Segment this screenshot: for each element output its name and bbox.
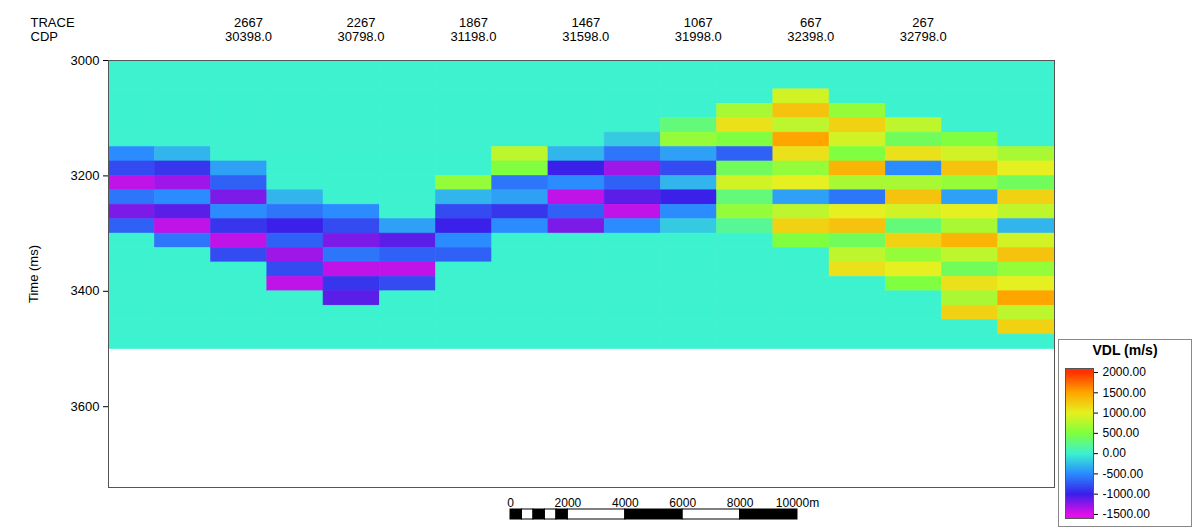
svg-text:2667: 2667: [234, 15, 263, 30]
svg-text:CDP: CDP: [31, 29, 58, 44]
svg-text:267: 267: [912, 15, 934, 30]
svg-text:-500.00: -500.00: [1103, 467, 1144, 481]
svg-text:-1500.00: -1500.00: [1103, 507, 1151, 521]
svg-text:32798.0: 32798.0: [900, 29, 947, 44]
svg-text:1000.00: 1000.00: [1103, 406, 1147, 420]
svg-text:10000m: 10000m: [776, 496, 819, 510]
svg-text:30798.0: 30798.0: [337, 29, 384, 44]
svg-text:1467: 1467: [571, 15, 600, 30]
svg-text:3200: 3200: [71, 168, 100, 183]
svg-text:2000: 2000: [555, 496, 582, 510]
svg-text:6000: 6000: [669, 496, 696, 510]
svg-text:30398.0: 30398.0: [225, 29, 272, 44]
svg-text:3400: 3400: [71, 283, 100, 298]
svg-text:3600: 3600: [71, 399, 100, 414]
svg-text:1067: 1067: [684, 15, 713, 30]
svg-text:8000: 8000: [727, 496, 754, 510]
svg-text:1867: 1867: [459, 15, 488, 30]
svg-text:0: 0: [507, 496, 514, 510]
svg-text:2267: 2267: [346, 15, 375, 30]
svg-text:Time (ms): Time (ms): [26, 245, 41, 303]
html-text:VDL (m/s): VDL (m/s): [1092, 342, 1158, 358]
svg-text:4000: 4000: [612, 496, 639, 510]
svg-text:667: 667: [800, 15, 822, 30]
svg-text:31198.0: 31198.0: [450, 29, 496, 44]
svg-text:TRACE: TRACE: [31, 15, 75, 30]
svg-text:31998.0: 31998.0: [675, 29, 722, 44]
svg-text:500.00: 500.00: [1103, 426, 1140, 440]
svg-text:32398.0: 32398.0: [787, 29, 834, 44]
svg-text:3000: 3000: [71, 53, 100, 68]
svg-text:31598.0: 31598.0: [562, 29, 609, 44]
svg-text:1500.00: 1500.00: [1103, 386, 1147, 400]
svg-text:-1000.00: -1000.00: [1103, 487, 1151, 501]
svg-text:2000.00: 2000.00: [1103, 365, 1147, 379]
svg-text:0.00: 0.00: [1103, 446, 1127, 460]
